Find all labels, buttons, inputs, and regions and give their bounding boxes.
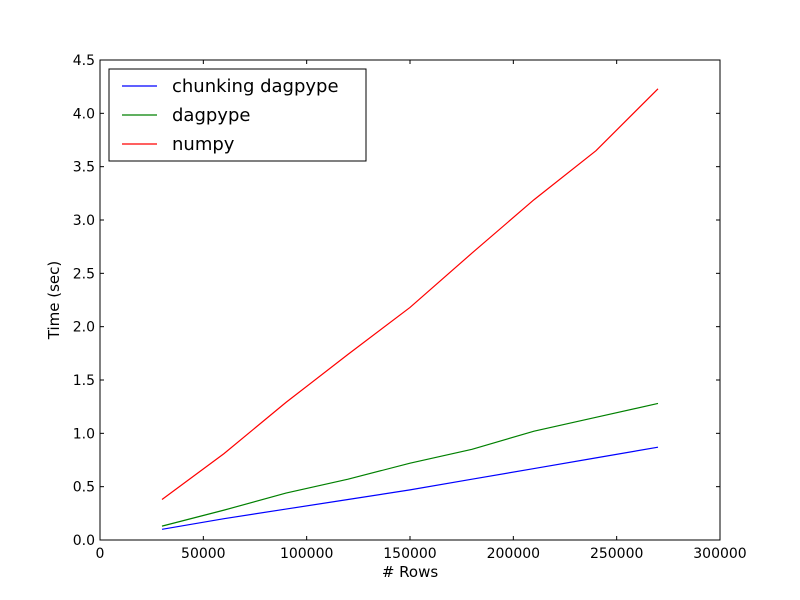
y-tick-label: 0.0	[73, 533, 95, 549]
y-tick-label: 2.0	[73, 320, 95, 336]
x-tick-label: 150000	[383, 546, 436, 562]
legend: chunking dagpype dagpype numpy	[108, 68, 367, 162]
legend-label: chunking dagpype	[172, 76, 339, 97]
y-tick-label: 2.5	[73, 266, 95, 282]
ticks-layer: 0 50000 100000 150000 200000 250000 300000 0.0 0…	[73, 53, 747, 562]
y-tick-label: 4.0	[73, 106, 95, 122]
x-tick-label: 50000	[181, 546, 226, 562]
x-tick-label: 200000	[487, 546, 540, 562]
x-tick-label: 250000	[590, 546, 643, 562]
x-axis-label: # Rows	[382, 563, 439, 581]
legend-label: dagpype	[172, 105, 250, 126]
y-axis-label: Time (sec)	[45, 261, 63, 340]
series-line-dagpype	[161, 402, 659, 527]
y-tick-label: 0.5	[73, 480, 95, 496]
x-tick-label: 0	[96, 546, 105, 562]
y-tick-label: 3.0	[73, 213, 95, 229]
y-tick-label: 4.5	[73, 53, 95, 69]
series-layer	[161, 88, 659, 530]
y-tick-label: 1.0	[73, 426, 95, 442]
x-tick-label: 300000	[693, 546, 746, 562]
legend-label: numpy	[172, 134, 235, 155]
x-tick-label: 100000	[280, 546, 333, 562]
series-line-numpy	[161, 88, 659, 500]
series-line-chunking-dagpype	[161, 446, 659, 530]
y-tick-label: 3.5	[73, 160, 95, 176]
y-tick-label: 1.5	[73, 373, 95, 389]
